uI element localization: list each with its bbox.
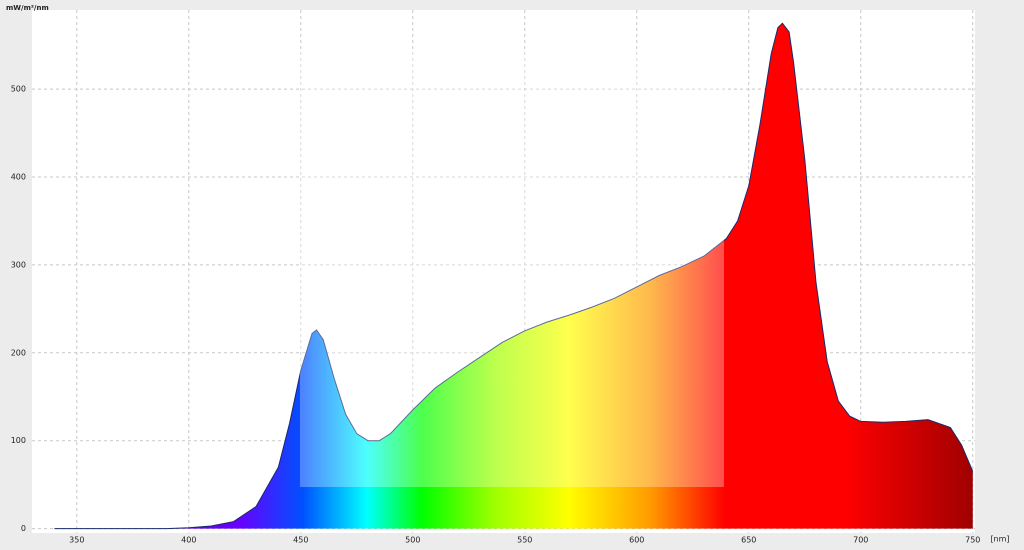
x-tick-label: 450 [293,536,308,545]
plot [54,22,974,530]
x-tick-label: 400 [181,536,196,545]
y-axis-label: mW/m²/nm [6,4,49,12]
x-tick-label: 550 [517,536,532,545]
x-tick-label: 750 [965,536,980,545]
y-tick-label: 100 [11,436,26,445]
area-fill [54,23,973,529]
y-tick-label: 200 [11,348,26,357]
x-tick-label: 700 [853,536,868,545]
y-tick-label: 300 [11,260,26,269]
x-tick-label: 500 [405,536,420,545]
x-tick-label: 350 [69,536,84,545]
x-axis-label: [nm] [990,535,1009,544]
watermark-overlay [300,50,724,487]
y-tick-label: 400 [11,173,26,182]
x-tick-label: 650 [741,536,756,545]
x-tick-label: 600 [629,536,644,545]
y-tick-label: 500 [11,85,26,94]
spectrum-line [54,22,974,530]
y-tick-label: 0 [21,524,26,533]
labels: 0 100 200 300 400 500 350 400 450 500 550 600 650 700… [11,85,981,545]
